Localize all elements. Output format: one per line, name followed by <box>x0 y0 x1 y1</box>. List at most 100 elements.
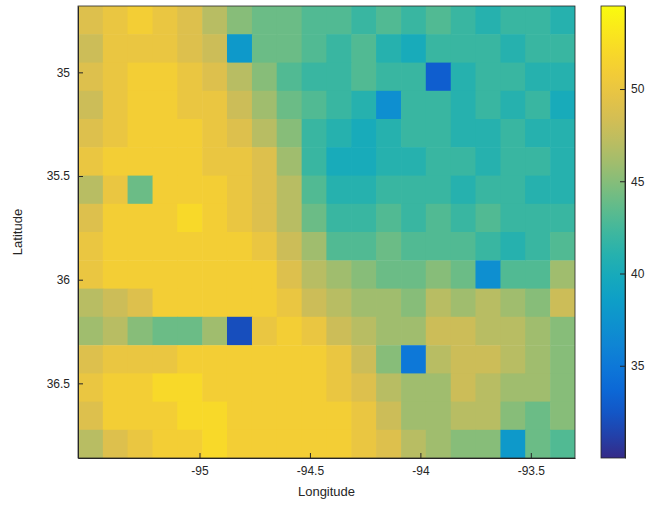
heat-cell <box>451 91 477 120</box>
heat-cell <box>78 373 103 402</box>
heat-cell <box>376 34 402 63</box>
heat-cell <box>103 63 129 92</box>
heat-cell <box>525 260 551 289</box>
heat-cell <box>376 260 402 289</box>
tick: -94 <box>412 453 430 478</box>
heat-cell <box>401 289 427 318</box>
tick: 50 <box>620 82 645 96</box>
heat-cell <box>376 119 402 148</box>
heat-cell <box>78 260 103 289</box>
heat-cell <box>351 430 377 458</box>
tick-mark <box>531 453 532 458</box>
heat-cell <box>103 373 129 402</box>
heat-cell <box>277 430 303 458</box>
heat-cell <box>525 34 551 63</box>
heat-cell <box>426 317 452 346</box>
heat-cell <box>153 345 179 374</box>
heat-cell <box>376 147 402 176</box>
heat-cell <box>252 402 278 431</box>
heat-cell <box>153 289 179 318</box>
heat-cell <box>128 176 154 205</box>
heat-cell <box>177 289 203 318</box>
heat-cell <box>302 289 328 318</box>
heat-cell <box>177 430 203 458</box>
heat-cell <box>500 119 526 148</box>
heat-cell <box>451 232 477 261</box>
heat-cell <box>500 373 526 402</box>
heat-cell <box>426 34 452 63</box>
tick-label: -93.5 <box>518 464 546 478</box>
heat-cell <box>227 63 253 92</box>
heat-cell <box>326 289 352 318</box>
heat-cell <box>475 34 501 63</box>
heat-cell <box>202 6 228 35</box>
heat-cell <box>103 6 129 35</box>
heat-cell <box>525 232 551 261</box>
heat-cell <box>153 232 179 261</box>
heat-cell <box>128 317 154 346</box>
heat-cell <box>525 204 551 233</box>
heat-cell <box>426 402 452 431</box>
heat-cell <box>252 260 278 289</box>
tick-mark <box>420 453 421 458</box>
heat-cell <box>451 63 477 92</box>
heat-cell <box>475 63 501 92</box>
heat-cell <box>500 232 526 261</box>
heat-cell <box>500 176 526 205</box>
heat-cell <box>550 119 575 148</box>
heat-cell <box>500 34 526 63</box>
heat-cell <box>277 402 303 431</box>
heat-cell <box>302 260 328 289</box>
heat-cell <box>277 345 303 374</box>
heat-cell <box>326 232 352 261</box>
colorbar <box>601 6 625 458</box>
heat-cell <box>351 402 377 431</box>
tick: 36.5 <box>47 377 83 391</box>
heat-cell <box>475 430 501 458</box>
heat-cell <box>227 147 253 176</box>
heat-cell <box>401 147 427 176</box>
heat-cell <box>302 345 328 374</box>
heat-cell <box>177 176 203 205</box>
axis-line <box>78 7 79 459</box>
heat-cell <box>550 147 575 176</box>
heat-cell <box>451 147 477 176</box>
heat-cell <box>500 91 526 120</box>
heat-cell <box>128 119 154 148</box>
heat-cell <box>401 176 427 205</box>
heat-cell <box>227 430 253 458</box>
heat-cell <box>525 373 551 402</box>
heat-cell <box>302 430 328 458</box>
heat-cell <box>103 317 129 346</box>
heat-cell <box>451 317 477 346</box>
heat-cell <box>500 289 526 318</box>
heat-cell <box>525 345 551 374</box>
heat-cell <box>78 430 103 458</box>
heat-cell <box>451 289 477 318</box>
tick-label: 50 <box>631 82 645 96</box>
heat-cell <box>550 63 575 92</box>
heat-cell <box>128 34 154 63</box>
heat-cell <box>128 402 154 431</box>
heat-cell <box>78 119 103 148</box>
heat-cell <box>475 232 501 261</box>
heat-cell <box>426 147 452 176</box>
heat-cell <box>103 34 129 63</box>
heat-cell <box>277 317 303 346</box>
heat-cell <box>103 204 129 233</box>
heat-cell <box>177 317 203 346</box>
heat-cell <box>227 260 253 289</box>
heat-cell <box>550 430 575 458</box>
heat-cell <box>401 402 427 431</box>
tick-mark <box>78 280 83 281</box>
heat-cell <box>227 6 253 35</box>
tick-mark <box>78 72 83 73</box>
heat-cell <box>103 232 129 261</box>
heat-cell <box>426 260 452 289</box>
heat-cell <box>202 147 228 176</box>
heat-cell <box>277 34 303 63</box>
heat-cell <box>451 176 477 205</box>
heat-cell <box>227 289 253 318</box>
heat-cell <box>550 317 575 346</box>
heat-cell <box>351 373 377 402</box>
